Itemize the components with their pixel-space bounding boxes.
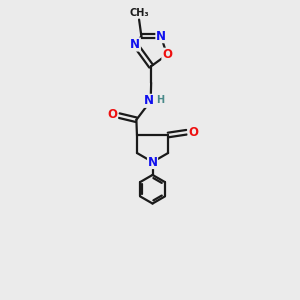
- Text: N: N: [143, 94, 153, 107]
- Text: O: O: [188, 126, 198, 139]
- Text: H: H: [156, 95, 164, 105]
- Text: O: O: [162, 48, 172, 61]
- Text: N: N: [156, 30, 166, 43]
- Text: N: N: [148, 155, 158, 169]
- Text: N: N: [130, 38, 140, 51]
- Text: O: O: [108, 108, 118, 121]
- Text: CH₃: CH₃: [129, 8, 149, 18]
